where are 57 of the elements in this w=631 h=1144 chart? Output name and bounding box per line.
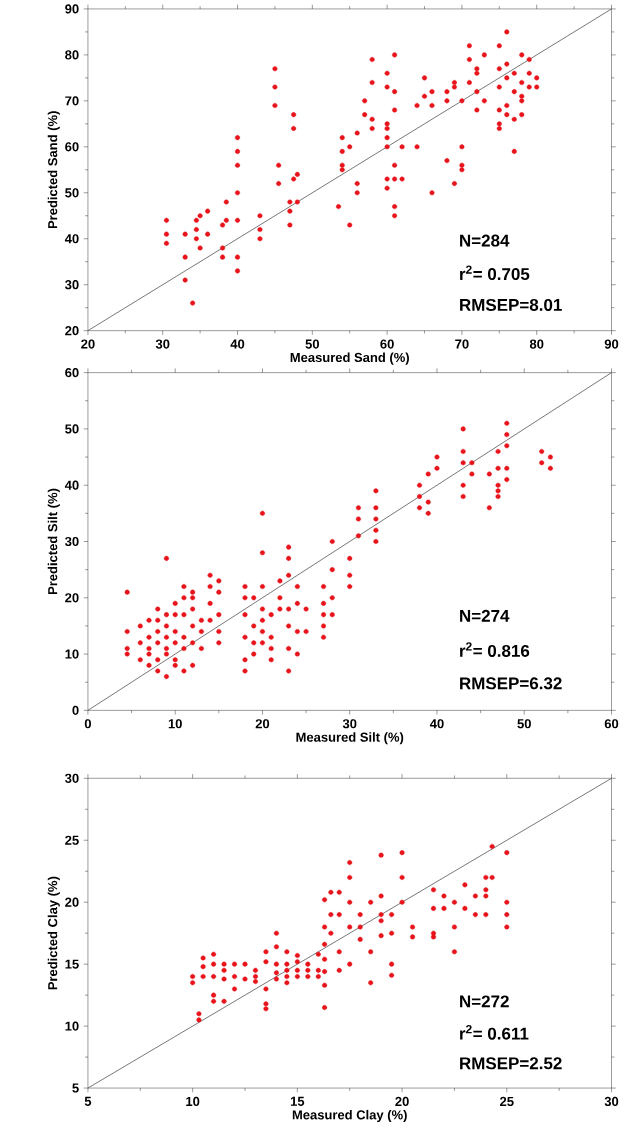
- x-axis-title: Measured Sand (%): [290, 352, 409, 365]
- x-tick-label: 60: [380, 339, 394, 349]
- y-tick-label: 20: [64, 326, 79, 336]
- y-tick-label: 50: [64, 424, 79, 434]
- annotation: RMSEP=6.32: [459, 677, 562, 690]
- annotation: N=272: [459, 995, 509, 1008]
- x-axis-title: Measured Silt (%): [296, 732, 403, 745]
- x-tick-label: 40: [230, 339, 244, 349]
- y-axis-title: Predicted Silt (%): [47, 488, 60, 595]
- y-tick-label: 60: [64, 142, 79, 152]
- y-tick-label: 30: [64, 280, 79, 290]
- x-tick-label: 30: [155, 339, 170, 349]
- annotation: N=284: [459, 234, 510, 247]
- x-tick-label: 0: [84, 719, 91, 729]
- y-tick-label: 50: [64, 188, 79, 198]
- x-tick-label: 10: [168, 719, 182, 729]
- x-tick-label: 20: [80, 339, 95, 349]
- annotation: RMSEP=2.52: [459, 1057, 562, 1070]
- x-tick-label: 20: [255, 719, 269, 729]
- x-tick-label: 90: [604, 339, 618, 349]
- y-tick-label: 20: [64, 897, 79, 907]
- y-tick-label: 10: [65, 1021, 79, 1031]
- x-tick-label: 60: [604, 719, 618, 729]
- x-tick-label: 80: [529, 339, 544, 349]
- x-tick-label: 50: [517, 719, 531, 729]
- y-tick-label: 20: [64, 593, 79, 603]
- y-tick-label: 25: [64, 835, 79, 845]
- x-tick-label: 25: [499, 1096, 514, 1107]
- y-tick-label: 60: [64, 368, 79, 378]
- y-axis-title: Predicted Clay (%): [47, 876, 60, 990]
- annotation: N=274: [459, 609, 510, 622]
- y-tick-label: 30: [64, 773, 79, 783]
- y-tick-label: 40: [64, 234, 79, 244]
- x-tick-label: 5: [84, 1096, 91, 1106]
- annotation: RMSEP=8.01: [459, 298, 562, 311]
- x-tick-label: 70: [455, 339, 469, 349]
- x-tick-label: 30: [342, 719, 357, 729]
- y-tick-label: 90: [64, 4, 79, 14]
- annotation: r$^{2}$= 0.816: [459, 642, 529, 657]
- x-axis-title: Measured Clay (%): [292, 1109, 407, 1123]
- y-tick-label: 5: [72, 1083, 79, 1093]
- y-tick-label: 15: [65, 959, 79, 969]
- x-tick-label: 40: [429, 719, 444, 729]
- y-tick-label: 40: [64, 480, 79, 490]
- x-tick-label: 50: [305, 339, 319, 349]
- y-tick-label: 10: [65, 649, 79, 659]
- annotation: r$^{2}$= 0.611: [459, 1024, 529, 1040]
- y-tick-label: 0: [72, 705, 79, 715]
- y-tick-label: 80: [64, 50, 79, 60]
- y-axis-title: Predicted Sand (%): [47, 111, 60, 229]
- y-tick-label: 70: [65, 96, 79, 106]
- x-tick-label: 20: [395, 1096, 409, 1107]
- annotation: r$^{2}$= 0.705: [459, 265, 530, 281]
- y-tick-label: 30: [64, 536, 79, 547]
- x-tick-label: 15: [290, 1096, 304, 1106]
- x-tick-label: 30: [604, 1096, 618, 1107]
- x-tick-label: 10: [186, 1096, 200, 1107]
